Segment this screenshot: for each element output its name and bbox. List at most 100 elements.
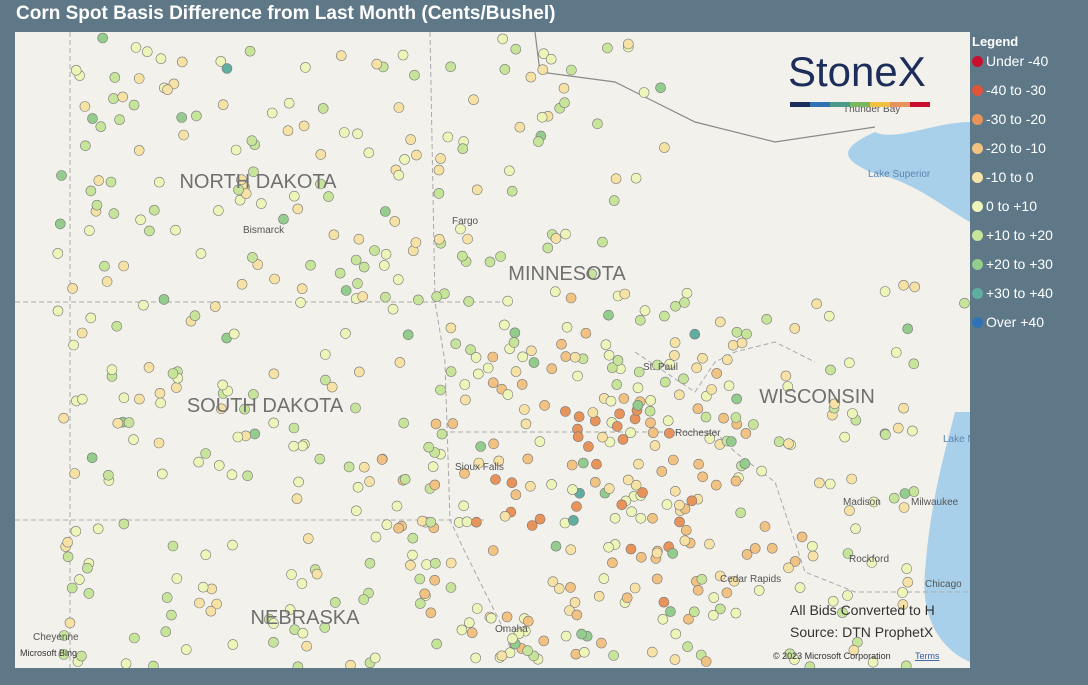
bid-dot[interactable] (583, 441, 594, 452)
legend-item[interactable]: Over +40 (972, 314, 1053, 343)
bid-dot[interactable] (484, 256, 496, 268)
bid-dot[interactable] (561, 321, 573, 333)
bid-dot[interactable] (466, 627, 478, 639)
bid-dot[interactable] (560, 228, 571, 240)
bid-dot[interactable] (580, 327, 592, 339)
bid-dot[interactable] (419, 588, 431, 600)
bid-dot[interactable] (868, 496, 880, 508)
bid-dot[interactable] (118, 260, 129, 272)
bid-dot[interactable] (392, 274, 404, 285)
bid-dot[interactable] (748, 419, 759, 430)
legend-item[interactable]: -10 to 0 (972, 169, 1053, 198)
bid-dot[interactable] (522, 453, 534, 465)
bid-dot[interactable] (66, 582, 78, 594)
bid-dot[interactable] (510, 489, 522, 501)
bid-dot[interactable] (340, 285, 352, 296)
bid-dot[interactable] (597, 431, 608, 443)
bid-dot[interactable] (286, 569, 297, 580)
bid-dot[interactable] (679, 297, 690, 308)
bid-dot[interactable] (460, 394, 471, 406)
bid-dot[interactable] (766, 542, 778, 554)
legend-item[interactable]: -30 to -20 (972, 111, 1053, 140)
bid-dot[interactable] (714, 570, 726, 582)
bid-dot[interactable] (425, 607, 437, 619)
bid-dot[interactable] (693, 458, 705, 470)
bid-dot[interactable] (181, 644, 192, 655)
bid-dot[interactable] (888, 492, 900, 504)
bid-dot[interactable] (296, 283, 308, 295)
bid-dot[interactable] (445, 322, 457, 334)
bid-dot[interactable] (350, 254, 362, 266)
bid-dot[interactable] (352, 278, 363, 289)
bid-dot[interactable] (162, 84, 173, 96)
bid-dot[interactable] (429, 574, 441, 586)
bid-dot[interactable] (608, 650, 619, 661)
bid-dot[interactable] (293, 476, 304, 488)
bid-dot[interactable] (553, 583, 565, 594)
bid-dot[interactable] (844, 505, 855, 516)
bid-dot[interactable] (622, 38, 634, 50)
bid-dot[interactable] (80, 140, 91, 152)
bid-dot[interactable] (804, 661, 816, 668)
bid-dot[interactable] (487, 377, 499, 389)
bid-dot[interactable] (70, 525, 82, 537)
bid-dot[interactable] (674, 499, 685, 511)
bid-dot[interactable] (216, 403, 227, 415)
bid-dot[interactable] (682, 641, 693, 653)
bid-dot[interactable] (829, 398, 840, 410)
bid-dot[interactable] (369, 245, 380, 256)
bid-dot[interactable] (399, 154, 410, 165)
bid-dot[interactable] (171, 573, 183, 584)
bid-dot[interactable] (482, 362, 494, 374)
bid-dot[interactable] (611, 421, 623, 432)
bid-dot[interactable] (658, 596, 670, 608)
bid-dot[interactable] (823, 310, 835, 322)
bid-dot[interactable] (603, 309, 614, 321)
bid-dot[interactable] (633, 458, 644, 470)
bid-dot[interactable] (197, 581, 209, 593)
bid-dot[interactable] (902, 576, 914, 588)
bid-dot[interactable] (565, 292, 577, 304)
bid-dot[interactable] (221, 63, 233, 74)
bid-dot[interactable] (471, 516, 482, 528)
bid-dot[interactable] (525, 480, 536, 492)
bid-dot[interactable] (721, 587, 733, 599)
bid-dot[interactable] (908, 358, 920, 370)
bid-dot[interactable] (571, 501, 582, 512)
bid-dot[interactable] (602, 42, 613, 54)
bid-dot[interactable] (405, 134, 417, 145)
bid-dot[interactable] (607, 557, 618, 569)
bid-dot[interactable] (659, 376, 671, 388)
bid-dot[interactable] (278, 213, 289, 225)
bid-dot[interactable] (214, 460, 225, 471)
bid-dot[interactable] (630, 479, 642, 491)
bid-dot[interactable] (533, 136, 544, 147)
bid-dot[interactable] (731, 393, 743, 405)
bid-dot[interactable] (794, 582, 806, 593)
bid-dot[interactable] (323, 191, 334, 202)
bid-dot[interactable] (167, 368, 179, 379)
bid-dot[interactable] (67, 283, 78, 294)
bid-dot[interactable] (565, 582, 576, 593)
bid-dot[interactable] (824, 478, 836, 490)
bid-dot[interactable] (205, 605, 217, 617)
bid-dot[interactable] (358, 461, 370, 473)
bid-dot[interactable] (456, 624, 468, 636)
bid-dot[interactable] (108, 208, 120, 219)
bid-dot[interactable] (227, 539, 238, 551)
bid-dot[interactable] (667, 454, 679, 466)
bid-dot[interactable] (519, 404, 530, 415)
bid-dot[interactable] (284, 604, 296, 615)
bid-dot[interactable] (435, 384, 446, 396)
bid-dot[interactable] (846, 473, 858, 485)
bid-dot[interactable] (247, 252, 258, 263)
bid-dot[interactable] (211, 598, 222, 610)
bid-dot[interactable] (371, 58, 383, 70)
bid-dot[interactable] (93, 175, 105, 186)
bid-dot[interactable] (379, 206, 391, 217)
bid-dot[interactable] (414, 573, 426, 585)
bid-dot[interactable] (807, 550, 819, 562)
bid-dot[interactable] (248, 166, 259, 178)
bid-dot[interactable] (603, 349, 615, 361)
bid-dot[interactable] (380, 249, 392, 260)
